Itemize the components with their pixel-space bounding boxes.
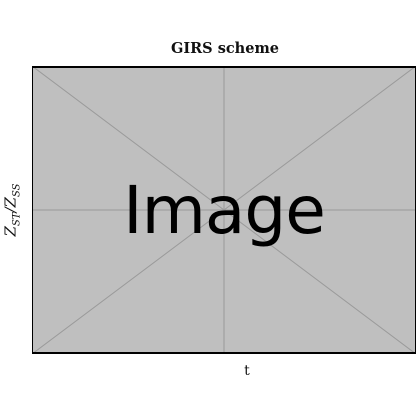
x-axis-label: t xyxy=(244,363,250,379)
placeholder-graphic xyxy=(32,66,416,354)
y-axis-label: ZST/ZSS xyxy=(1,183,23,237)
figure-title: GIRS scheme xyxy=(170,40,280,57)
image-placeholder: Image xyxy=(32,66,416,354)
